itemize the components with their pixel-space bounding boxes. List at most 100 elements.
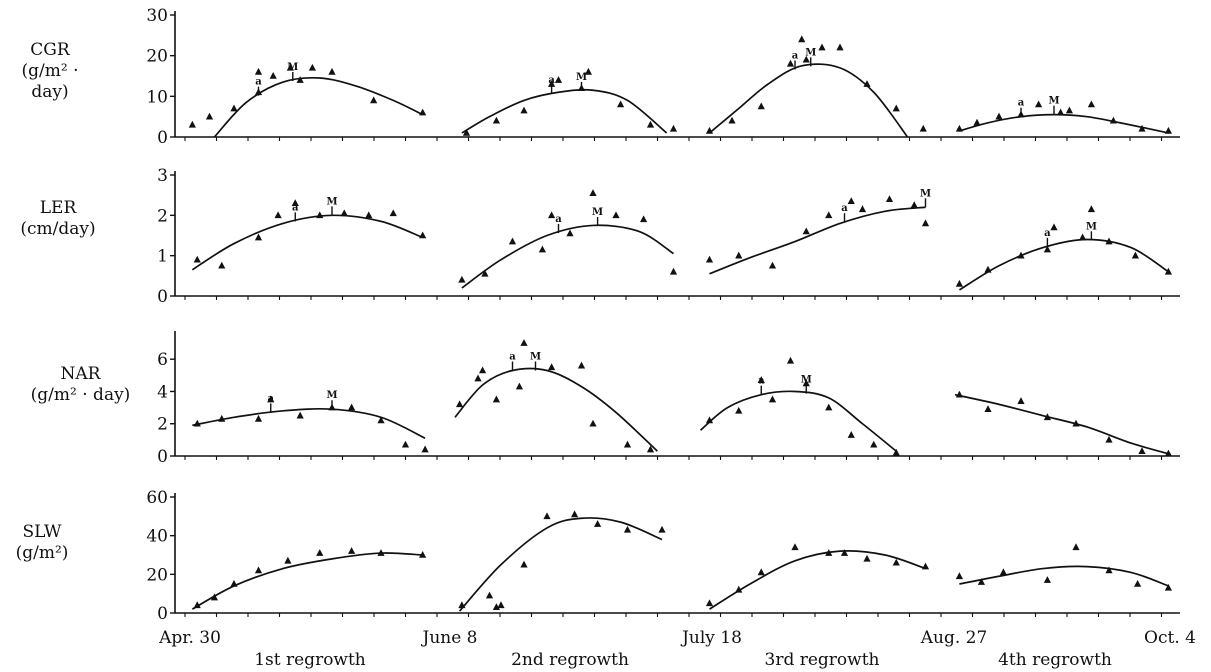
x-date-label: July 18: [682, 628, 742, 648]
nar-data-point: [802, 379, 810, 387]
slw-data-point: [210, 593, 218, 601]
nar-data-point: [623, 440, 632, 448]
nar-y-tick-label: 4: [157, 382, 168, 402]
slw-data-point: [658, 525, 666, 533]
nar-data-point: [589, 419, 597, 427]
ler-data-point: [1164, 267, 1172, 275]
cgr-marker-m: M: [1048, 96, 1059, 107]
cgr-data-point: [617, 100, 625, 108]
slw-data-point: [594, 520, 602, 527]
slw-fit-curve-3: [709, 550, 926, 610]
nar-fit-curve-1: [192, 407, 426, 440]
ler-data-point: [458, 275, 466, 283]
ler-data-point: [885, 195, 894, 202]
ler-data-point: [735, 251, 743, 259]
slw-data-point: [977, 578, 985, 585]
cgr-data-point: [802, 55, 810, 63]
ler-data-point: [768, 261, 777, 269]
ler-data-point: [910, 201, 918, 209]
nar-data-point: [492, 395, 500, 403]
cgr-data-point: [548, 80, 556, 87]
cgr-marker-a: a: [792, 50, 799, 61]
slw-data-point: [791, 543, 799, 551]
cgr-data-point: [370, 96, 378, 104]
ler-data-point: [1017, 251, 1025, 259]
x-date-label: Apr. 30: [159, 628, 221, 648]
nar-data-point: [254, 414, 263, 422]
ler-data-point: [340, 209, 348, 217]
ler-data-point: [193, 255, 201, 263]
cgr-data-point: [757, 102, 765, 110]
cgr-data-point: [728, 116, 736, 124]
nar-data-point: [1072, 419, 1080, 427]
ler-marker-a: a: [555, 214, 562, 225]
nar-marker-a: a: [758, 376, 765, 387]
nar-unit: (g/m² · day): [30, 385, 131, 405]
panel-title-slw: SLW (g/m²): [2, 522, 82, 564]
ler-data-point: [254, 233, 263, 241]
cgr-data-point: [520, 106, 528, 114]
nar-y-tick-label: 0: [157, 447, 168, 467]
slw-data-point: [254, 566, 263, 574]
slw-data-point: [571, 510, 579, 518]
slw-data-point: [492, 603, 500, 610]
cgr-marker-m: M: [287, 62, 298, 73]
nar-data-point: [421, 445, 429, 453]
cgr-data-point: [492, 116, 500, 124]
ler-marker-a: a: [1044, 228, 1051, 239]
x-date-label: Oct. 4: [1144, 628, 1196, 648]
cgr-marker-a: a: [255, 77, 262, 88]
slw-fit-curve-4: [959, 565, 1169, 587]
ler-data-point: [984, 265, 992, 273]
nar-marker-m: M: [326, 390, 337, 401]
nar-fit-curve-4: [954, 393, 1171, 456]
slw-data-point: [623, 525, 632, 533]
cgr-fit-curve-2: [461, 88, 668, 134]
cgr-data-point: [955, 124, 963, 132]
cgr-data-point: [1138, 124, 1146, 132]
panel-title-nar: NAR (g/m² · day): [8, 364, 153, 406]
cgr-data-point: [230, 104, 238, 112]
cgr-data-point: [254, 67, 263, 75]
cgr-title: CGR: [30, 40, 70, 60]
ler-data-point: [825, 211, 833, 219]
ler-data-point: [589, 189, 597, 196]
ler-marker-m: M: [592, 207, 603, 218]
ler-data-point: [705, 255, 714, 263]
cgr-data-point: [1057, 108, 1065, 116]
cgr-data-point: [308, 63, 316, 71]
x-date-label: June 8: [422, 628, 478, 648]
cgr-data-point: [798, 35, 806, 43]
ler-data-point: [419, 231, 427, 239]
nar-data-point: [1105, 435, 1113, 443]
nar-data-point: [348, 403, 356, 411]
ler-data-point: [1131, 251, 1139, 259]
cgr-marker-a: a: [548, 75, 555, 86]
slw-data-point: [230, 580, 238, 587]
regrowth-label: 4th regrowth: [998, 650, 1112, 670]
ler-marker-m: M: [920, 188, 931, 199]
ler-data-point: [508, 237, 517, 245]
nar-data-point: [377, 416, 385, 424]
cgr-marker-m: M: [805, 47, 816, 58]
slw-data-point: [735, 585, 743, 593]
nar-data-point: [548, 363, 556, 371]
x-date-label: Aug. 27: [920, 628, 988, 648]
slw-data-point: [1043, 576, 1051, 583]
regrowth-label: 1st regrowth: [254, 650, 366, 670]
ler-data-point: [1087, 205, 1095, 213]
ler-marker-m: M: [326, 196, 337, 207]
slw-data-point: [543, 512, 551, 520]
cgr-data-point: [205, 112, 214, 120]
ler-fit-curve-3: [709, 206, 926, 275]
slw-data-point: [377, 549, 385, 556]
ler-fit-curve-1: [191, 214, 423, 271]
ler-y-tick-label: 1: [157, 247, 168, 267]
ler-data-point: [640, 215, 648, 223]
slw-y-tick-label: 0: [157, 604, 168, 624]
cgr-data-point: [705, 126, 714, 134]
cgr-fit-curve-4: [959, 113, 1169, 134]
nar-y-tick-label: 6: [157, 350, 168, 370]
slw-data-point: [892, 558, 900, 566]
nar-data-point: [705, 416, 714, 424]
